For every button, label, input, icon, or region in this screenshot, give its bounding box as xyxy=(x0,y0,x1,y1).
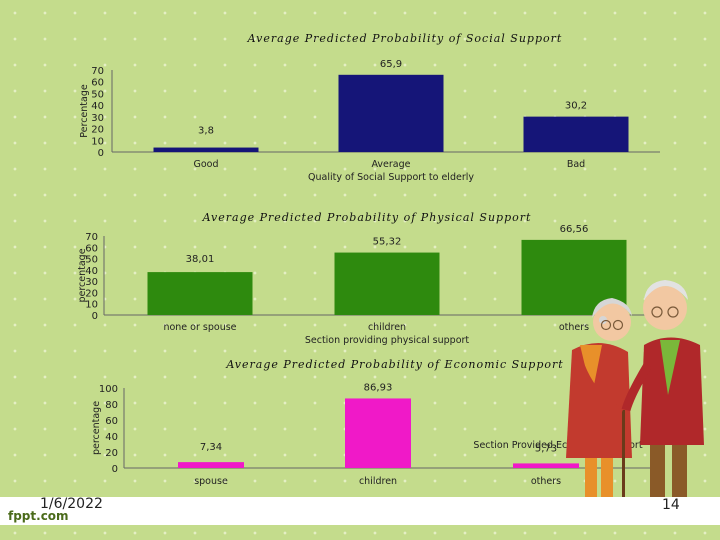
bar xyxy=(523,116,629,152)
bar xyxy=(338,74,444,152)
data-label: 7,34 xyxy=(200,442,222,453)
y-tick-label: 60 xyxy=(85,243,98,254)
elderly-couple-illustration xyxy=(566,280,704,525)
y-tick-label: 10 xyxy=(85,300,98,311)
y-tick-label: 60 xyxy=(91,78,104,89)
chart-title: Average Predicted Probability of Economi… xyxy=(225,358,563,371)
bar xyxy=(178,462,244,468)
data-label: 66,56 xyxy=(560,224,589,235)
y-tick-label: 70 xyxy=(91,66,104,77)
y-tick-label: 100 xyxy=(99,384,118,395)
economic-support-chart: Average Predicted Probability of Economi… xyxy=(91,358,660,487)
y-tick-label: 10 xyxy=(91,136,104,147)
footer-logo: fppt.com xyxy=(8,509,69,523)
data-label: 3,8 xyxy=(198,126,214,137)
chart-title: Average Predicted Probability of Social … xyxy=(247,32,563,45)
x-axis-label: Section providing physical support xyxy=(305,335,470,346)
category-label: Good xyxy=(193,159,218,170)
category-label: Average xyxy=(371,159,410,170)
category-label: Bad xyxy=(567,159,585,170)
bar xyxy=(334,252,440,315)
y-axis-label: percentage xyxy=(91,401,102,455)
bar xyxy=(513,463,579,468)
y-tick-label: 40 xyxy=(105,432,118,443)
footer-date: 1/6/2022 xyxy=(40,496,103,512)
y-axis-label: percentage xyxy=(77,248,88,302)
y-tick-label: 20 xyxy=(85,288,98,299)
physical-support-chart: Average Predicted Probability of Physica… xyxy=(77,211,660,346)
y-tick-label: 50 xyxy=(85,255,98,266)
category-label: children xyxy=(368,322,406,333)
y-tick-label: 20 xyxy=(91,125,104,136)
category-label: children xyxy=(359,476,397,487)
category-label: others xyxy=(531,476,561,487)
y-tick-label: 80 xyxy=(105,400,118,411)
y-tick-label: 20 xyxy=(105,448,118,459)
chart-title: Average Predicted Probability of Physica… xyxy=(202,211,532,224)
y-tick-label: 40 xyxy=(91,101,104,112)
data-label: 38,01 xyxy=(186,254,215,265)
y-tick-label: 0 xyxy=(112,464,118,475)
x-axis-label: Section Provided Economic Support xyxy=(473,440,642,451)
y-tick-label: 0 xyxy=(92,311,98,322)
slide-number: 14 xyxy=(662,497,680,513)
data-label: 86,93 xyxy=(364,382,393,393)
category-label: none or spouse xyxy=(163,322,236,333)
data-label: 5,73 xyxy=(535,443,557,454)
footer-bar xyxy=(0,497,720,525)
y-tick-label: 50 xyxy=(91,89,104,100)
y-tick-label: 40 xyxy=(85,266,98,277)
data-label: 55,32 xyxy=(373,237,402,248)
bar xyxy=(153,147,259,152)
y-tick-label: 30 xyxy=(85,277,98,288)
y-axis-label: Percentage xyxy=(79,84,90,138)
x-axis-label: Quality of Social Support to elderly xyxy=(308,172,474,183)
bar xyxy=(345,398,411,468)
social-support-chart: Average Predicted Probability of Social … xyxy=(79,32,660,183)
y-tick-label: 30 xyxy=(91,113,104,124)
category-label: spouse xyxy=(194,476,228,487)
y-tick-label: 0 xyxy=(98,148,104,159)
data-label: 30,2 xyxy=(565,101,587,112)
category-label: others xyxy=(559,322,589,333)
y-tick-label: 60 xyxy=(105,416,118,427)
y-tick-label: 70 xyxy=(85,232,98,243)
bar xyxy=(147,272,253,315)
data-label: 65,9 xyxy=(380,59,402,70)
